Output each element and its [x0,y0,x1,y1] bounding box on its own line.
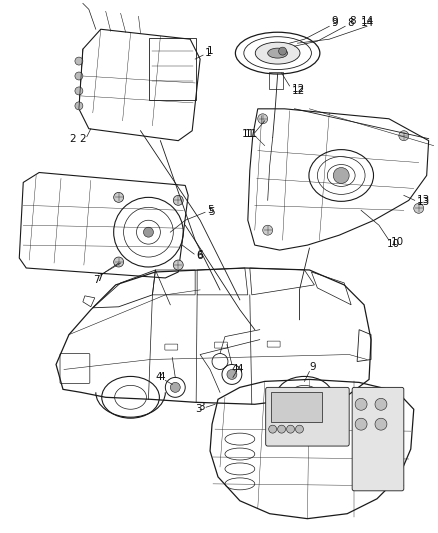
Circle shape [375,398,387,410]
Text: 4: 4 [155,373,162,382]
Text: 7: 7 [96,273,102,283]
Circle shape [173,196,183,205]
Text: 12: 12 [292,86,305,96]
Circle shape [375,418,387,430]
Circle shape [333,167,349,183]
Circle shape [170,382,180,392]
Text: 9: 9 [331,17,338,26]
Circle shape [258,114,268,124]
Text: 9: 9 [309,362,316,373]
Text: 5: 5 [208,207,215,217]
Text: 2: 2 [79,134,85,144]
Text: 4: 4 [237,365,244,375]
Text: 11: 11 [245,128,258,139]
Circle shape [75,87,83,95]
Text: 6: 6 [196,251,203,261]
Circle shape [279,47,286,55]
Ellipse shape [255,42,300,64]
Text: 6: 6 [196,250,203,260]
Ellipse shape [268,48,288,58]
FancyBboxPatch shape [266,387,349,446]
FancyBboxPatch shape [271,392,322,422]
Circle shape [268,425,277,433]
Text: 13: 13 [417,197,430,207]
Text: 12: 12 [292,84,305,94]
Circle shape [263,225,273,235]
Circle shape [414,203,424,213]
Text: 3: 3 [195,404,202,414]
Text: 14: 14 [361,18,374,28]
Text: 1: 1 [205,48,212,58]
Circle shape [75,57,83,65]
Text: 1: 1 [207,46,214,56]
Text: 2: 2 [69,134,76,144]
FancyBboxPatch shape [352,387,404,491]
Circle shape [144,227,153,237]
Text: 10: 10 [387,239,400,249]
Circle shape [355,418,367,430]
Circle shape [114,257,124,267]
Text: 7: 7 [93,275,99,285]
Text: 8: 8 [349,17,356,26]
Circle shape [173,260,183,270]
Circle shape [114,192,124,203]
Circle shape [296,425,304,433]
Circle shape [355,398,367,410]
Circle shape [75,102,83,110]
Circle shape [278,425,286,433]
Text: 9: 9 [331,18,338,28]
Text: 10: 10 [391,237,404,247]
Circle shape [286,425,294,433]
Circle shape [227,369,237,379]
Text: 11: 11 [242,128,255,139]
Circle shape [75,72,83,80]
Text: 4: 4 [159,373,165,382]
Text: 5: 5 [207,205,214,215]
Text: 13: 13 [417,196,430,205]
Text: 3: 3 [198,402,205,412]
Text: 4: 4 [232,365,239,375]
Circle shape [399,131,409,141]
Text: 14: 14 [361,17,374,26]
Text: 8: 8 [347,18,354,28]
